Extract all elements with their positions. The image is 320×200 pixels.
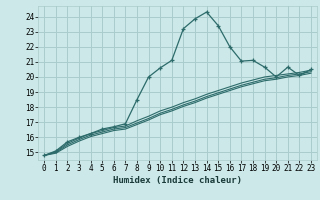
X-axis label: Humidex (Indice chaleur): Humidex (Indice chaleur) — [113, 176, 242, 185]
